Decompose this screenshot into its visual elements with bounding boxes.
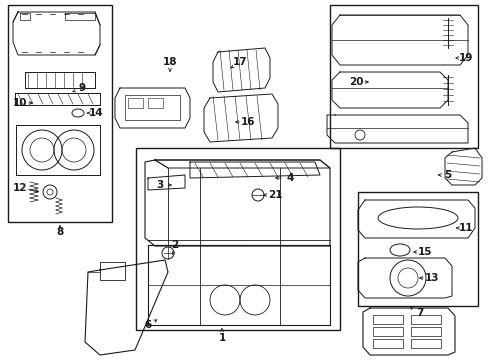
Text: 1: 1 <box>218 333 225 343</box>
Text: 10: 10 <box>13 98 27 108</box>
Bar <box>125 95 180 120</box>
Bar <box>410 315 440 324</box>
Text: 20: 20 <box>348 77 363 87</box>
Text: 18: 18 <box>163 57 177 67</box>
Text: 6: 6 <box>144 320 151 330</box>
Bar <box>136 148 339 330</box>
Text: 16: 16 <box>240 117 255 127</box>
Text: 8: 8 <box>56 227 63 237</box>
Text: 11: 11 <box>458 223 472 233</box>
Bar <box>372 315 402 324</box>
Bar <box>372 339 402 348</box>
Text: 15: 15 <box>417 247 431 257</box>
Text: 12: 12 <box>13 183 27 193</box>
Bar <box>100 262 125 280</box>
Text: 3: 3 <box>156 180 163 190</box>
Bar <box>357 192 477 306</box>
Text: 9: 9 <box>78 83 85 93</box>
Text: 21: 21 <box>267 190 282 200</box>
Text: 14: 14 <box>88 108 103 118</box>
Bar <box>8 5 112 222</box>
Text: 17: 17 <box>232 57 247 67</box>
Bar <box>329 5 477 148</box>
Bar <box>128 98 142 108</box>
Text: 13: 13 <box>424 273 438 283</box>
Bar <box>410 339 440 348</box>
Text: 4: 4 <box>286 173 293 183</box>
Text: 7: 7 <box>415 308 423 318</box>
Bar <box>148 98 163 108</box>
Text: 19: 19 <box>458 53 472 63</box>
Text: 2: 2 <box>171 240 178 250</box>
Bar <box>372 327 402 336</box>
Text: 5: 5 <box>444 170 451 180</box>
Bar <box>410 327 440 336</box>
